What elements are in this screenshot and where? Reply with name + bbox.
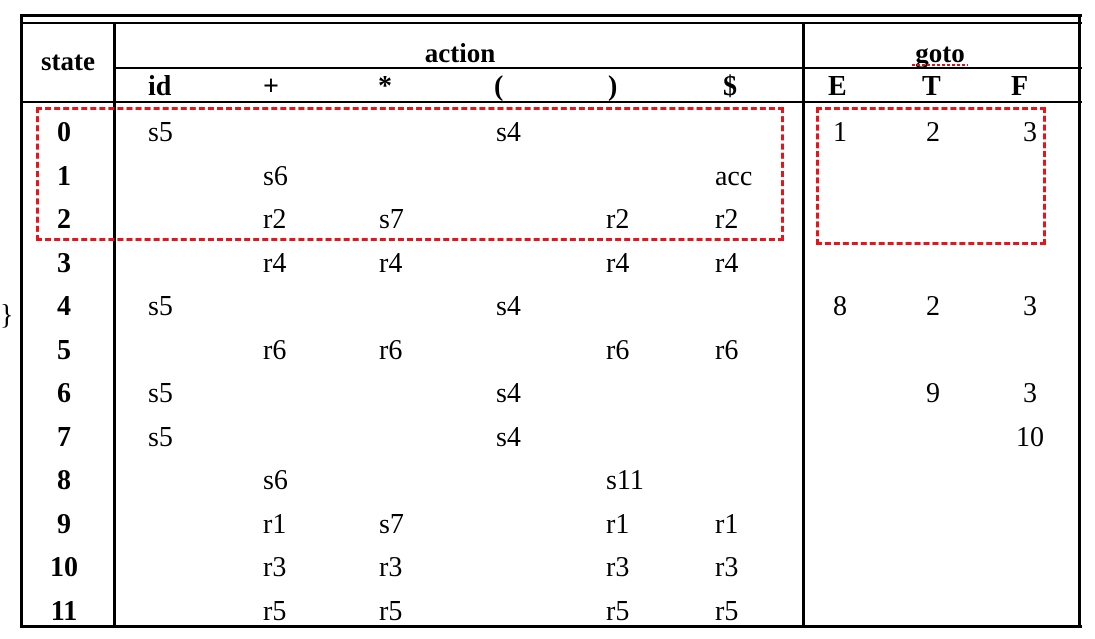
- goto-cell: 2: [926, 117, 940, 148]
- action-header: action: [424, 38, 496, 68]
- action-cell: r6: [263, 334, 287, 366]
- action-cell: r5: [715, 595, 739, 627]
- goto-cell: 9: [926, 378, 940, 409]
- goto-cell: 3: [1023, 378, 1037, 409]
- action-cell: r1: [263, 508, 287, 540]
- action-cell: s4: [496, 291, 521, 322]
- action-cell: s7: [379, 508, 404, 540]
- action-cell: r5: [379, 595, 403, 627]
- table-left-border: [20, 14, 23, 628]
- goto-highlight-box: [816, 107, 1046, 245]
- action-cell: r4: [715, 247, 739, 279]
- action-cell: s4: [496, 421, 521, 453]
- table-bottom-rule: [20, 625, 1082, 628]
- table-right-border: [1078, 14, 1081, 628]
- action-cell: r5: [263, 595, 287, 627]
- action-highlight-box: [36, 107, 784, 241]
- action-cell: r5: [606, 595, 630, 627]
- action-cell: s4: [496, 378, 521, 409]
- state-cell: 9: [57, 508, 71, 540]
- action-column-header: $: [723, 71, 737, 102]
- state-cell: 8: [57, 465, 71, 496]
- goto-cell: 2: [926, 291, 940, 322]
- goto-column-header: E: [828, 71, 847, 102]
- action-cell: r6: [606, 334, 630, 366]
- goto-column-header: F: [1011, 71, 1029, 102]
- action-cell: s4: [496, 117, 521, 148]
- state-cell: 4: [57, 291, 71, 322]
- state-cell: 7: [57, 421, 71, 453]
- action-cell: s11: [606, 465, 644, 496]
- goto-header: goto: [915, 38, 965, 68]
- state-cell: 6: [57, 378, 71, 409]
- state-cell: 11: [50, 595, 78, 627]
- state-cell: 3: [57, 247, 71, 279]
- header-bottom-rule: [20, 101, 1082, 103]
- action-cell: s5: [148, 421, 173, 453]
- action-cell: r3: [606, 552, 630, 583]
- action-cell: r1: [715, 508, 739, 540]
- stray-brace: }: [0, 300, 14, 331]
- goto-column-header: T: [922, 71, 941, 102]
- goto-cell: 3: [1023, 117, 1037, 148]
- state-header: state: [41, 46, 95, 76]
- action-cell: r3: [263, 552, 287, 583]
- subheader-rule: [113, 67, 1082, 69]
- action-column-header: id: [148, 71, 172, 102]
- action-cell: s6: [263, 465, 288, 496]
- action-column-header: +: [263, 71, 279, 102]
- action-cell: s5: [148, 117, 173, 148]
- action-column-header: *: [378, 71, 392, 102]
- goto-cell: 3: [1023, 291, 1037, 322]
- goto-cell: 8: [833, 291, 847, 322]
- state-cell: 1: [57, 160, 71, 192]
- action-cell: r6: [715, 334, 739, 366]
- table-top-rule-inner: [20, 22, 1082, 24]
- action-cell: r2: [606, 204, 630, 235]
- action-cell: r2: [715, 204, 739, 235]
- action-cell: s7: [379, 204, 404, 235]
- action-cell: r4: [606, 247, 630, 279]
- spellcheck-underline: [912, 64, 968, 66]
- table-top-rule-outer: [20, 14, 1082, 17]
- action-column-header: (: [494, 71, 504, 102]
- action-cell: s5: [148, 291, 173, 322]
- state-cell: 2: [57, 204, 71, 235]
- goto-cell: 10: [1016, 421, 1044, 453]
- action-cell: r3: [379, 552, 403, 583]
- action-cell: r6: [379, 334, 403, 366]
- action-cell: r3: [715, 552, 739, 583]
- action-cell: acc: [715, 160, 753, 192]
- action-cell: r2: [263, 204, 287, 235]
- action-cell: s5: [148, 378, 173, 409]
- action-column-header: ): [608, 71, 618, 102]
- action-goto-divider: [802, 22, 805, 628]
- state-divider: [113, 22, 116, 628]
- state-cell: 10: [50, 552, 78, 583]
- action-cell: s6: [263, 160, 288, 192]
- action-cell: r4: [379, 247, 403, 279]
- state-cell: 0: [57, 117, 71, 148]
- action-cell: r4: [263, 247, 287, 279]
- goto-cell: 1: [833, 117, 847, 148]
- action-cell: r1: [606, 508, 630, 540]
- state-cell: 5: [57, 334, 71, 366]
